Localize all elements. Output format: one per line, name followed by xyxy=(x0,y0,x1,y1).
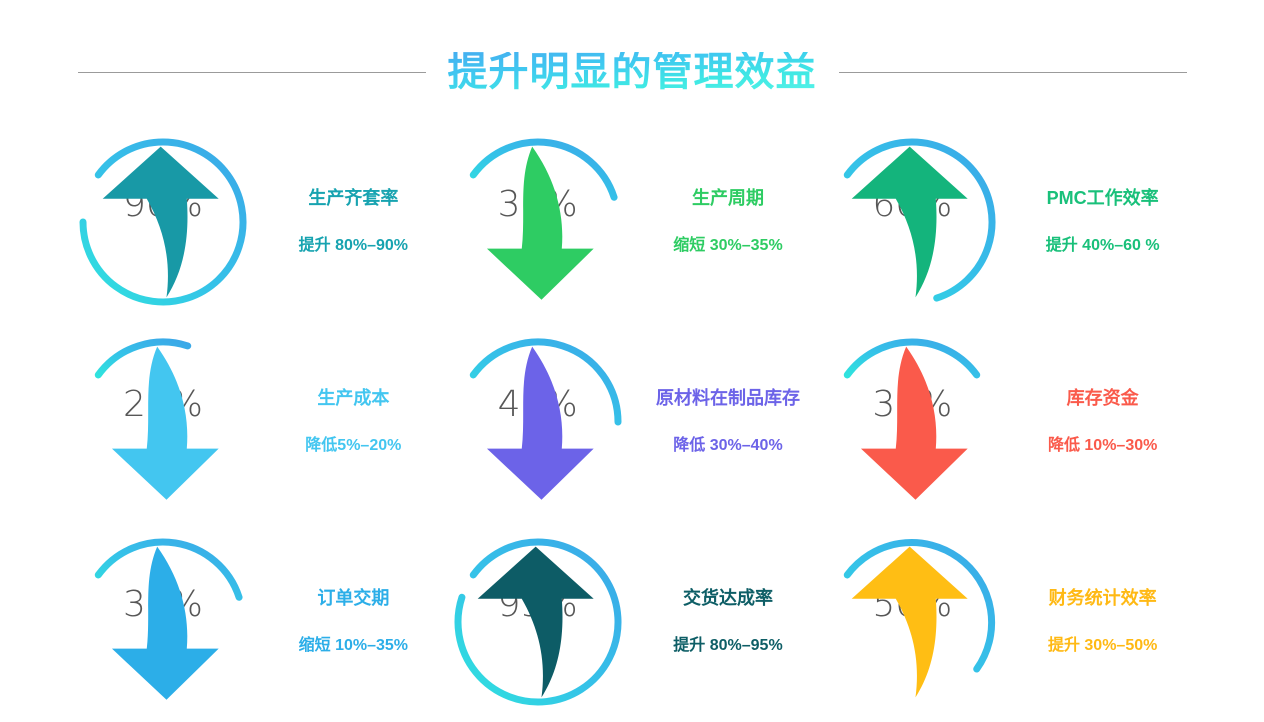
metric-name: 生产成本 xyxy=(317,388,390,409)
header-rule-left xyxy=(77,71,426,73)
metric-delta: 提升 30%–50% xyxy=(1047,637,1158,655)
gauge-production-cost: 20% xyxy=(76,335,250,509)
metric-labels: PMC工作效率 提升 40%–60 % xyxy=(999,188,1200,255)
metric-labels: 生产齐套率提升 80%–90% xyxy=(250,188,451,255)
metric-delta: 缩短 10%–35% xyxy=(298,637,409,655)
metric-delta: 提升 80%–90% xyxy=(298,237,409,255)
gauge-production-cycle: 35% xyxy=(451,135,625,309)
gauge-center: 20% xyxy=(76,335,250,509)
metric-delta: 缩短 30%–35% xyxy=(673,237,783,255)
metric-name: 原材料在制品库存 xyxy=(655,388,800,409)
arrow-up-icon xyxy=(102,146,219,298)
gauge-center: 90% xyxy=(76,135,250,309)
header-rule-right xyxy=(838,71,1187,73)
metric-labels: 生产成本降低5%–20% xyxy=(250,388,451,455)
metric-name: 生产齐套率 xyxy=(308,188,399,209)
arrow-down-icon xyxy=(486,346,594,500)
gauge-pmc-work-efficiency: 60% xyxy=(825,135,999,309)
metric-labels: 交货达成率提升 80%–95% xyxy=(625,588,826,655)
arrow-up-icon xyxy=(852,146,969,298)
metric-name: 交货达成率 xyxy=(682,588,773,609)
gauge-center: 60% xyxy=(825,135,999,309)
metric-labels: 财务统计效率 提升 30%–50% xyxy=(999,588,1200,655)
metric-labels: 生产周期缩短 30%–35% xyxy=(625,188,826,255)
metric-delta: 降低 10%–30% xyxy=(1047,437,1158,455)
page-title: 提升明显的管理效益 xyxy=(447,50,817,94)
gauge-center: 50% xyxy=(825,535,999,709)
gauge-production-kitting-rate: 90% xyxy=(76,135,250,309)
gauge-center: 35% xyxy=(76,535,250,709)
gauge-finance-statistics-efficiency: 50% xyxy=(825,535,999,709)
gauge-order-lead-time: 35% xyxy=(76,535,250,709)
metric-delta: 提升 80%–95% xyxy=(673,637,783,655)
arrow-up-icon xyxy=(852,546,969,698)
metric-name: 财务统计效率 xyxy=(1048,588,1157,609)
gauge-center: 35% xyxy=(451,135,625,309)
gauge-center: 30% xyxy=(825,335,999,509)
metric-delta: 提升 40%–60 % xyxy=(1045,237,1160,255)
arrow-down-icon xyxy=(486,146,594,300)
gauge-inventory-capital: 30% xyxy=(825,335,999,509)
gauge-raw-material-wip-inventory: 40% xyxy=(451,335,625,509)
metric-labels: 订单交期缩短 10%–35% xyxy=(250,588,451,655)
arrow-up-icon xyxy=(477,546,594,698)
metric-name: 库存资金 xyxy=(1066,388,1139,409)
metric-delta: 降低 30%–40% xyxy=(673,437,783,455)
gauge-center: 95% xyxy=(451,535,625,709)
metric-name: 订单交期 xyxy=(317,588,390,609)
metric-name: 生产周期 xyxy=(691,188,764,209)
arrow-down-icon xyxy=(111,546,219,700)
arrow-down-icon xyxy=(861,346,969,500)
metric-labels: 库存资金降低 10%–30% xyxy=(999,388,1200,455)
gauge-center: 40% xyxy=(451,335,625,509)
arrow-down-icon xyxy=(111,346,219,500)
metric-name: PMC工作效率 xyxy=(1046,188,1159,209)
metric-labels: 原材料在制品库存 降低 30%–40% xyxy=(625,388,826,455)
gauge-delivery-achievement-rate: 95% xyxy=(451,535,625,709)
slide-header: 提升明显的管理效益 xyxy=(0,44,1264,100)
metric-delta: 降低5%–20% xyxy=(305,437,402,455)
